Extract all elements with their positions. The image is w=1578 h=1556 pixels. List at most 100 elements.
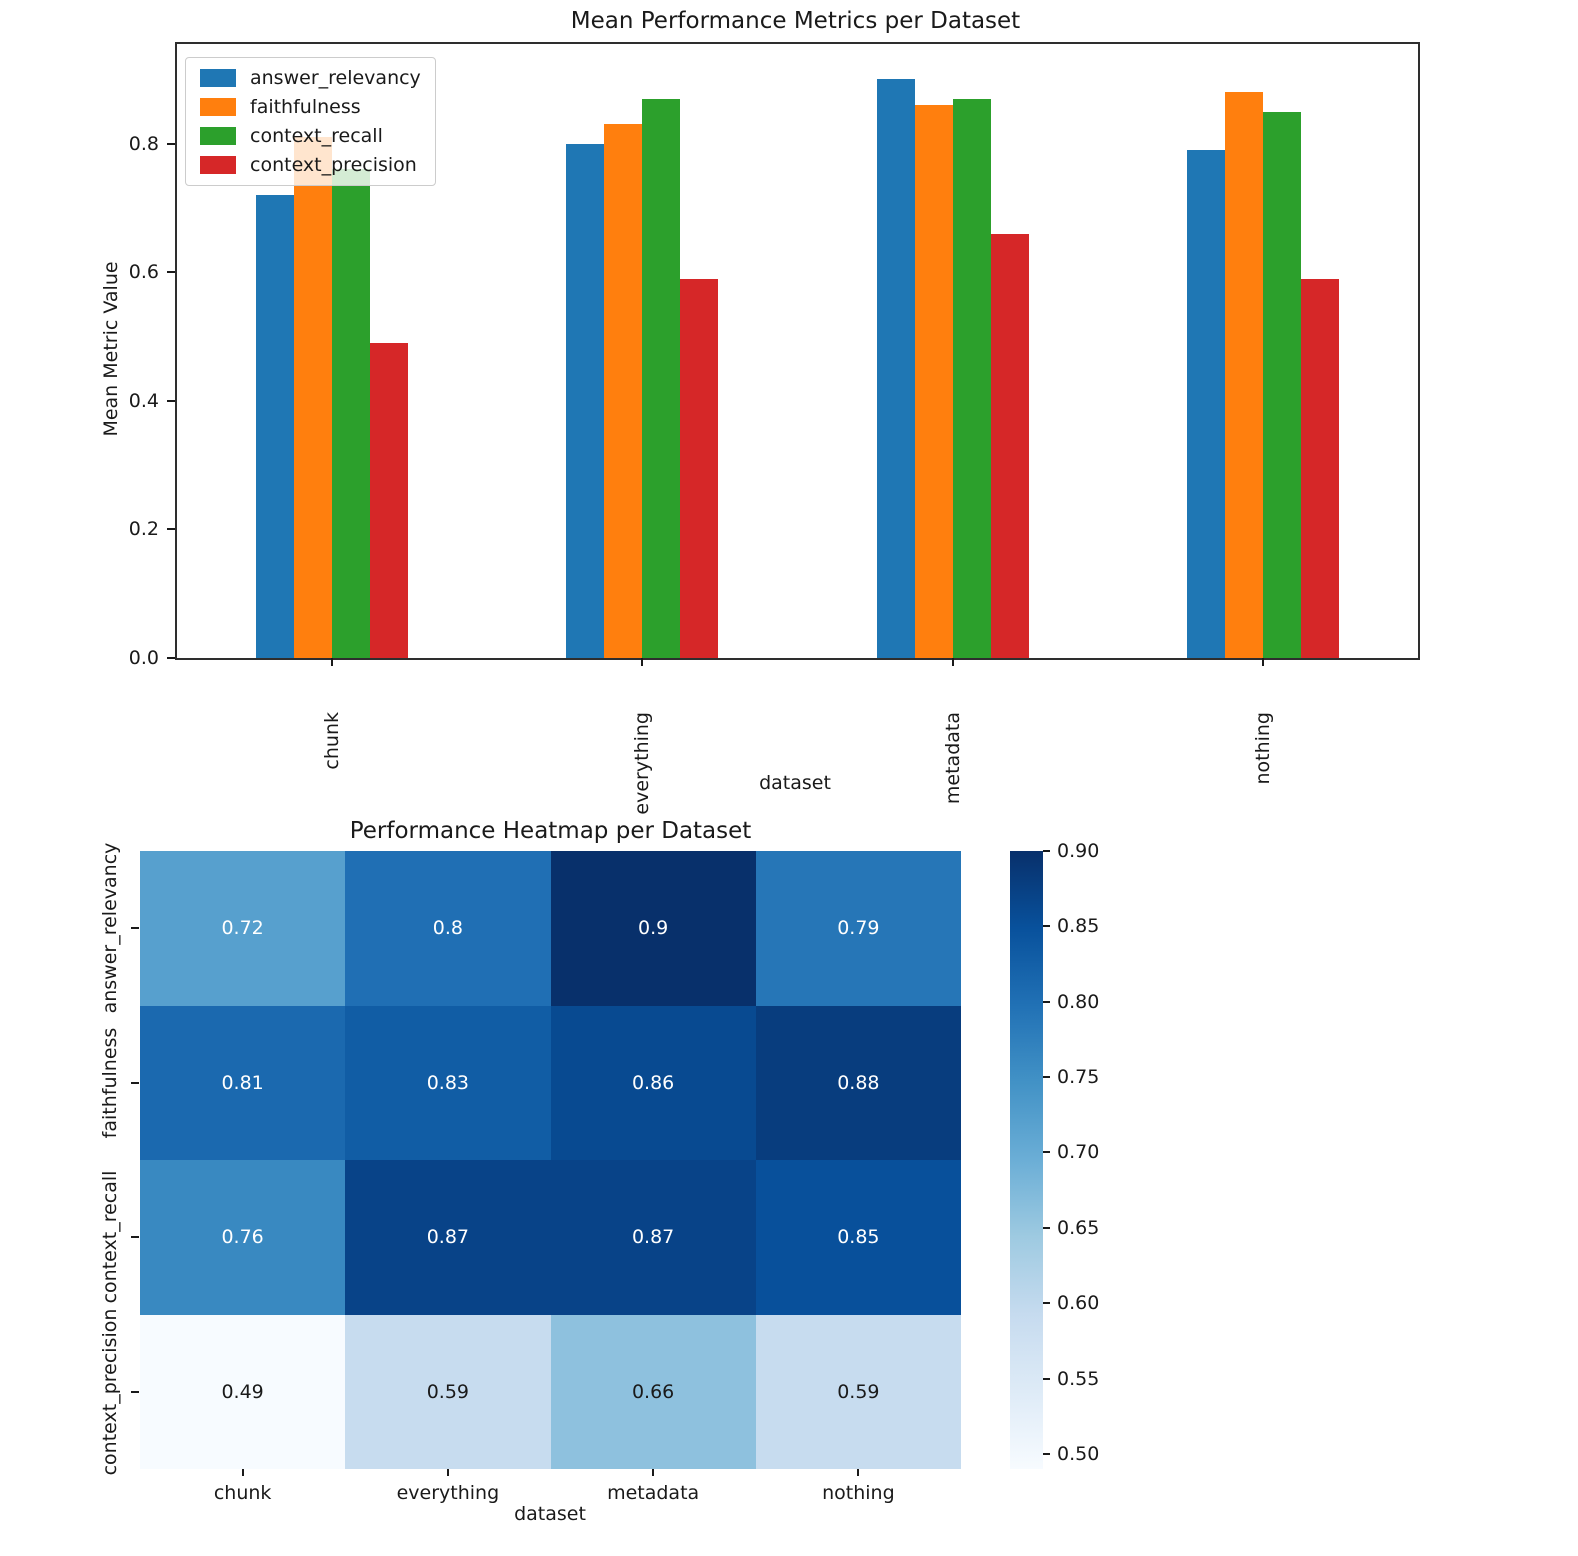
heatmap-cell-context_recall-metadata: 0.87: [550, 1160, 756, 1315]
bar-chart-ylabel: Mean Metric Value: [100, 261, 122, 437]
heatmap-cell-value: 0.81: [221, 1071, 264, 1094]
bar-faithfulness-everything: [604, 124, 643, 658]
bar-context_precision-metadata: [990, 234, 1029, 658]
heatmap-cell-value: 0.83: [426, 1071, 470, 1094]
heatmap-cell-value: 0.59: [837, 1380, 880, 1403]
y-tick-mark: [167, 528, 175, 531]
heatmap-cell-context_precision-metadata: 0.66: [550, 1314, 756, 1469]
x-tick-label: nothing: [1251, 712, 1274, 785]
colorbar-tick-mark: [1043, 1076, 1050, 1079]
heatmap-cell-value: 0.8: [432, 917, 463, 940]
bar-context_recall-chunk: [332, 169, 371, 658]
heatmap-cell-value: 0.49: [221, 1380, 264, 1403]
heatmap-cell-value: 0.59: [426, 1380, 470, 1403]
heatmap-col-label: everything: [396, 1482, 500, 1504]
heatmap-row-label: context_precision: [99, 1308, 121, 1476]
x-tick-mark: [331, 658, 334, 666]
bar-context_precision-chunk: [370, 343, 409, 658]
colorbar-tick-label: 0.60: [1057, 1292, 1100, 1315]
y-tick-mark: [167, 657, 175, 659]
x-tick-mark: [951, 658, 954, 666]
heatmap-cell-answer_relevancy-metadata: 0.9: [550, 851, 756, 1006]
heatmap-xlabel: dataset: [514, 1503, 586, 1525]
y-tick-mark: [167, 399, 175, 402]
heatmap-col-label: chunk: [213, 1482, 272, 1504]
heatmap-row-tick: [131, 1081, 139, 1084]
bar-context_precision-nothing: [1300, 279, 1339, 658]
colorbar-tick-label: 0.50: [1057, 1442, 1100, 1465]
legend-item-context_recall: context_recall: [200, 125, 421, 147]
bar-chart-xlabel: dataset: [759, 772, 831, 794]
y-tick-mark: [167, 271, 175, 274]
colorbar-tick-label: 0.65: [1057, 1216, 1100, 1239]
legend-label: context_precision: [250, 154, 417, 176]
heatmap-cell-answer_relevancy-nothing: 0.79: [755, 851, 961, 1006]
legend-label: faithfulness: [250, 96, 361, 118]
colorbar-tick-mark: [1043, 1000, 1050, 1003]
bar-answer_relevancy-chunk: [256, 195, 295, 658]
y-tick-label: 0.2: [128, 518, 159, 541]
legend-label: context_recall: [250, 125, 383, 147]
bar-context_recall-nothing: [1262, 112, 1301, 658]
heatmap-cell-value: 0.66: [631, 1380, 675, 1403]
x-tick-mark: [1261, 658, 1264, 666]
colorbar-tick-mark: [1043, 1226, 1050, 1229]
bar-faithfulness-nothing: [1224, 92, 1263, 658]
legend-item-context_precision: context_precision: [200, 154, 421, 176]
heatmap-cell-faithfulness-metadata: 0.86: [550, 1005, 756, 1160]
heatmap-cell-value: 0.86: [631, 1071, 675, 1094]
legend-swatch-faithfulness: [200, 98, 236, 116]
colorbar-tick-mark: [1043, 925, 1050, 928]
y-tick-label: 0.6: [128, 261, 159, 284]
colorbar-tick-label: 0.85: [1057, 915, 1100, 938]
legend-swatch-context_recall: [200, 127, 236, 145]
colorbar-tick-mark: [1043, 1302, 1050, 1305]
heatmap-grid: 0.72 0.8 0.9 0.79 0.81 0.83 0.86 0.88 0.76 0.87 0.…: [140, 851, 961, 1469]
bar-context_recall-metadata: [952, 99, 991, 658]
heatmap-cell-value: 0.88: [837, 1071, 880, 1094]
legend-swatch-answer_relevancy: [200, 69, 236, 87]
heatmap-cell-value: 0.72: [221, 917, 264, 940]
heatmap-col-tick: [241, 1469, 244, 1476]
colorbar-gradient: [1010, 851, 1043, 1469]
heatmap-row-tick: [131, 1236, 139, 1239]
bar-faithfulness-metadata: [914, 105, 953, 658]
bar-chart-plot-area: 0.0 0.2 0.4 0.6 0.8 chunk everything metadata no…: [129, 42, 1420, 815]
colorbar-tick-label: 0.55: [1057, 1367, 1100, 1390]
heatmap-cell-faithfulness-everything: 0.83: [345, 1005, 551, 1160]
legend-item-faithfulness: faithfulness: [200, 96, 421, 118]
colorbar-tick-label: 0.70: [1057, 1141, 1100, 1164]
heatmap-cell-value: 0.87: [631, 1226, 675, 1249]
heatmap-col-label: nothing: [822, 1482, 895, 1504]
heatmap-cell-faithfulness-nothing: 0.88: [755, 1005, 961, 1160]
heatmap-cell-value: 0.85: [837, 1226, 880, 1249]
legend-item-answer_relevancy: answer_relevancy: [200, 67, 421, 89]
bar-chart-title: Mean Performance Metrics per Dataset: [570, 8, 1021, 34]
heatmap-col-tick: [446, 1469, 449, 1476]
x-tick-mark: [641, 658, 644, 666]
legend-swatch-context_precision: [200, 156, 236, 174]
bar-context_recall-everything: [642, 99, 681, 658]
bar-answer_relevancy-metadata: [876, 79, 915, 658]
heatmap-cell-context_recall-chunk: 0.76: [140, 1160, 346, 1315]
heatmap-cell-value: 0.87: [426, 1226, 470, 1249]
heatmap-cell-answer_relevancy-everything: 0.8: [345, 851, 551, 1006]
colorbar-tick-mark: [1043, 1151, 1050, 1154]
heatmap-cell-value: 0.76: [221, 1226, 264, 1249]
colorbar-tick-label: 0.90: [1057, 840, 1100, 862]
heatmap-cell-context_precision-nothing: 0.59: [755, 1314, 961, 1469]
colorbar-tick-label: 0.75: [1057, 1066, 1100, 1089]
heatmap-cell-value: 0.9: [638, 917, 669, 940]
bar-context_precision-everything: [680, 279, 719, 658]
heatmap-cell-context_recall-nothing: 0.85: [755, 1160, 961, 1315]
legend: answer_relevancy faithfulness context_reca…: [185, 57, 436, 186]
heatmap-col-tick: [652, 1469, 655, 1476]
bar-answer_relevancy-nothing: [1186, 150, 1225, 658]
y-tick-label: 0.4: [128, 389, 159, 412]
heatmap-row-tick: [131, 927, 139, 930]
heatmap-row-tick: [131, 1390, 139, 1393]
colorbar-tick-mark: [1043, 850, 1050, 852]
colorbar-tick-label: 0.80: [1057, 990, 1100, 1013]
y-tick-label: 0.0: [128, 647, 159, 669]
heatmap-col-tick: [857, 1469, 860, 1476]
